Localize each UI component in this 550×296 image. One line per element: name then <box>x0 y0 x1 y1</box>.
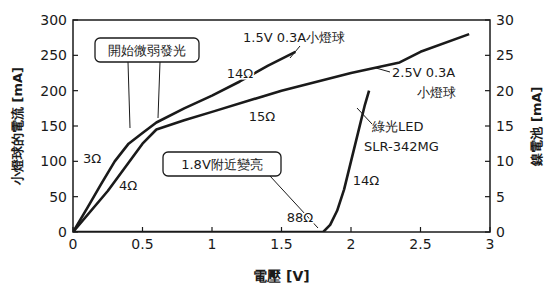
annotation: 15Ω <box>249 109 276 124</box>
label-pointer <box>376 68 390 72</box>
series-label-line: SLR-342MG <box>364 139 439 154</box>
x-tick-label: 2.5 <box>409 236 431 252</box>
y-tick <box>73 161 78 162</box>
series-line <box>73 52 295 232</box>
annotation-arrow <box>270 176 318 228</box>
y2-tick <box>485 125 490 126</box>
x-tick-label: 0.5 <box>131 236 153 252</box>
y-tick-label: 50 <box>49 189 67 205</box>
annotation: 14Ω <box>227 66 254 81</box>
annotation: 4Ω <box>119 178 137 193</box>
y-tick-label: 250 <box>40 47 67 63</box>
series-label-line: 2.5V 0.3A <box>392 65 455 80</box>
y-tick <box>73 19 78 20</box>
annotation: 1.8V附近變亮 <box>181 157 263 172</box>
y2-tick-label: 5 <box>496 189 505 205</box>
y-axis-label: 小燈球的電流 [mA] <box>10 67 25 186</box>
label-pointer <box>357 108 372 124</box>
x-tick-label: 3 <box>486 236 495 252</box>
annotation-box <box>95 38 199 62</box>
annotation: 3Ω <box>83 151 101 166</box>
y2-tick-label: 15 <box>496 118 514 134</box>
y-tick <box>73 125 78 126</box>
annotation-arrow <box>128 62 130 128</box>
x-tick <box>420 227 421 232</box>
x-tick <box>350 227 351 232</box>
series-group <box>73 34 469 232</box>
y2-tick <box>485 196 490 197</box>
series-label: 2.5V 0.3A 小燈球 <box>392 65 456 100</box>
x-axis-label: 電壓 [V] <box>253 268 310 284</box>
y-tick-label: 300 <box>40 12 67 28</box>
y2-tick <box>485 55 490 56</box>
plot-frame <box>73 20 490 232</box>
chart: 00.511.522.53050100150200250300051015202… <box>0 0 550 296</box>
y-tick-label: 150 <box>40 118 67 134</box>
annotation-box <box>163 152 281 176</box>
x-tick-label: 1 <box>208 236 217 252</box>
y2-axis-label: 鎳電池 [mA] <box>529 86 544 166</box>
y-tick <box>73 55 78 56</box>
series-label-line: 綠光LED <box>371 119 423 134</box>
series-label-line: 小燈球 <box>417 85 456 100</box>
series-line <box>73 34 469 232</box>
y2-tick-label: 0 <box>496 224 505 240</box>
y2-tick-label: 10 <box>496 153 514 169</box>
y-tick <box>73 196 78 197</box>
y2-tick <box>485 90 490 91</box>
x-tick-label: 0 <box>69 236 78 252</box>
series-line <box>73 91 369 232</box>
y-tick-label: 0 <box>58 224 67 240</box>
y-tick-label: 100 <box>40 153 67 169</box>
series-label: 綠光LED SLR-342MG <box>364 119 439 154</box>
y2-tick <box>485 231 490 232</box>
series-label-line: 1.5V 0.3A小燈球 <box>243 30 345 45</box>
annotation: 開始微弱發光 <box>108 43 186 58</box>
annotation: 14Ω <box>353 173 380 188</box>
x-tick-label: 2 <box>347 236 356 252</box>
y-tick-label: 200 <box>40 83 67 99</box>
label-pointer <box>290 46 300 58</box>
y2-tick-label: 25 <box>496 47 514 63</box>
x-tick <box>489 227 490 232</box>
x-tick-label: 1.5 <box>270 236 292 252</box>
series-label: 1.5V 0.3A小燈球 <box>243 30 345 45</box>
y2-tick-label: 20 <box>496 83 514 99</box>
y-tick <box>73 90 78 91</box>
y2-tick <box>485 161 490 162</box>
annotation-arrow <box>158 62 160 118</box>
y2-tick-label: 30 <box>496 12 514 28</box>
annotation: 88Ω <box>287 210 314 225</box>
y2-tick <box>485 19 490 20</box>
